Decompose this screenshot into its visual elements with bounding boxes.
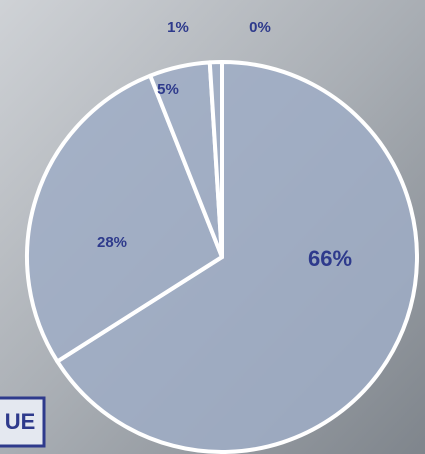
badge-text: UE xyxy=(5,409,36,434)
slice-label: 1% xyxy=(167,19,189,36)
slice-label: 28% xyxy=(97,234,127,251)
slice-label: 0% xyxy=(249,19,271,36)
slice-label: 5% xyxy=(157,81,179,98)
pie xyxy=(27,62,417,452)
slice-label: 66% xyxy=(308,246,352,271)
chart: UE 66% 28% 5% 1% 0% xyxy=(0,0,425,454)
